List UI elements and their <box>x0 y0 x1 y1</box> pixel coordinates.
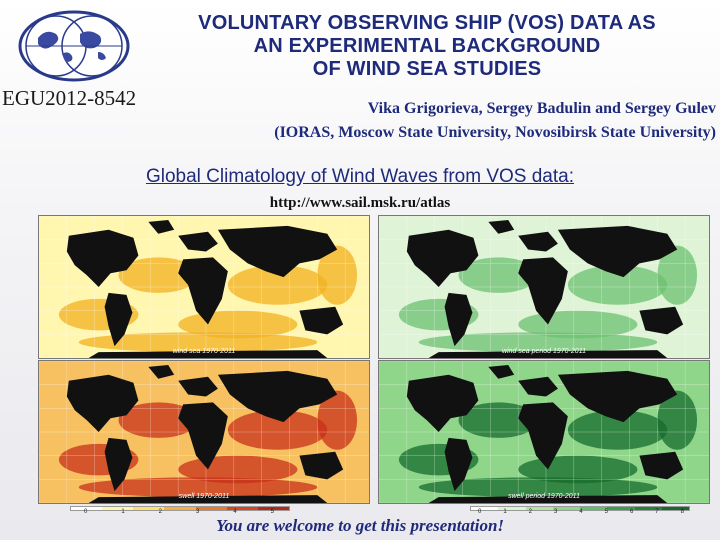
landmass <box>444 437 473 492</box>
landmass <box>518 402 568 470</box>
tick-label: 0 <box>84 509 88 515</box>
map-wind-sea-height: wind sea 1970-2011 <box>38 215 370 359</box>
tick-label: 8 <box>680 509 684 515</box>
tick-label: 0 <box>478 509 482 515</box>
field-contour <box>567 410 668 450</box>
landmass <box>66 374 139 432</box>
landmass <box>299 306 344 335</box>
field-contour <box>227 410 328 450</box>
egu-logo <box>16 8 132 84</box>
field-contour <box>418 477 658 498</box>
tick-label: 2 <box>158 509 162 515</box>
landmass <box>428 495 668 503</box>
field-contour <box>567 265 668 305</box>
colorbar-left <box>70 506 290 511</box>
landmass <box>178 231 218 252</box>
landmass <box>148 364 175 379</box>
field-contour <box>657 390 698 450</box>
landmass <box>518 231 558 252</box>
landmass <box>557 225 678 278</box>
colorbar-left-ticks: 0 1 2 3 4 5 <box>84 509 274 515</box>
atlas-url[interactable]: http://www.sail.msk.ru/atlas <box>269 195 451 211</box>
field-contour <box>227 265 328 305</box>
map-swell-period: swell period 1970-2011 <box>378 360 710 504</box>
tick-label: 5 <box>604 509 608 515</box>
tick-label: 6 <box>629 509 634 515</box>
affiliations: (IORAS, Moscow State University, Novosib… <box>274 124 716 141</box>
landmass <box>148 219 175 234</box>
tick-label: 4 <box>579 509 583 515</box>
tick-label: 4 <box>233 509 237 515</box>
map-caption: wind sea period 1970-2011 <box>502 348 586 355</box>
landmass <box>518 257 568 325</box>
event-id: EGU2012-8542 <box>2 86 137 110</box>
field-contour <box>317 245 358 305</box>
landmass <box>299 451 344 480</box>
poster-title: VOLUNTARY OBSERVING SHIP (VOS) DATA AS A… <box>140 12 714 81</box>
landmass <box>104 292 133 347</box>
landmass <box>488 364 515 379</box>
field-contour <box>78 477 318 498</box>
landmass <box>178 257 228 325</box>
landmass <box>406 374 479 432</box>
landmass <box>217 225 338 278</box>
map-caption: wind sea 1970-2011 <box>172 348 236 355</box>
map-caption: swell 1970-2011 <box>178 493 230 500</box>
authors: Vika Grigorieva, Sergey Badulin and Serg… <box>367 100 716 117</box>
field-contour <box>317 390 358 450</box>
footer-note: You are welcome to get this presentation… <box>215 516 505 535</box>
landmass <box>178 402 228 470</box>
landmass <box>88 495 328 503</box>
landmass <box>639 306 684 335</box>
title-line-3: OF WIND SEA STUDIES <box>312 58 542 80</box>
landmass <box>217 370 338 423</box>
map-swell-height: swell 1970-2011 <box>38 360 370 504</box>
landmass <box>639 451 684 480</box>
tick-label: 7 <box>655 509 659 515</box>
tick-label: 1 <box>503 509 507 515</box>
colorbar-right <box>470 506 690 511</box>
landmass <box>406 229 479 287</box>
landmass <box>66 229 139 287</box>
landmass <box>518 376 558 397</box>
title-line-1: VOLUNTARY OBSERVING SHIP (VOS) DATA AS <box>198 12 656 34</box>
map-wind-sea-period: wind sea period 1970-2011 <box>378 215 710 359</box>
landmass <box>488 219 515 234</box>
section-heading: Global Climatology of Wind Waves from VO… <box>145 166 574 187</box>
field-contour <box>78 332 318 353</box>
landmass <box>88 350 328 358</box>
map-caption: swell period 1970-2011 <box>508 493 580 500</box>
landmass <box>104 437 133 492</box>
landmass <box>444 292 473 347</box>
tick-label: 3 <box>195 509 200 515</box>
landmass <box>557 370 678 423</box>
field-contour <box>657 245 698 305</box>
tick-label: 2 <box>528 509 532 515</box>
tick-label: 3 <box>553 509 558 515</box>
field-contour <box>418 332 658 353</box>
landmass <box>428 350 668 358</box>
tick-label: 1 <box>121 509 125 515</box>
tick-label: 5 <box>270 509 274 515</box>
title-line-2: AN EXPERIMENTAL BACKGROUND <box>253 35 601 57</box>
colorbar-right-ticks: 0 1 2 3 4 5 6 7 8 <box>478 509 684 515</box>
landmass <box>178 376 218 397</box>
